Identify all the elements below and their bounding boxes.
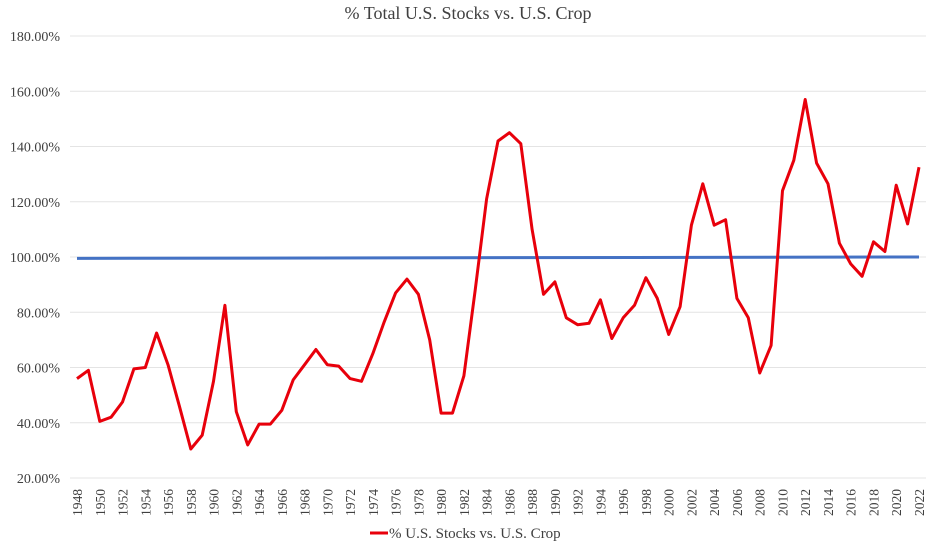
x-tick-label: 1970 <box>320 489 335 516</box>
x-tick-label: 1998 <box>639 489 654 516</box>
y-tick-label: 160.00% <box>10 85 61 100</box>
x-tick-label: 1958 <box>184 489 199 516</box>
x-tick-label: 2002 <box>684 489 699 516</box>
x-tick-label: 2010 <box>775 489 790 516</box>
y-tick-label: 140.00% <box>10 141 61 156</box>
x-tick-label: 1966 <box>275 489 290 516</box>
x-tick-label: 1960 <box>207 489 222 516</box>
x-tick-label: 1992 <box>571 489 586 516</box>
x-tick-label: 1984 <box>480 489 495 516</box>
x-tick-label: 1994 <box>593 489 608 516</box>
x-tick-label: 1964 <box>252 489 267 516</box>
y-tick-label: 100.00% <box>10 251 61 266</box>
x-tick-label: 2018 <box>866 489 881 516</box>
x-tick-label: 1988 <box>525 489 540 516</box>
series-lines <box>76 98 921 451</box>
x-tick-label: 2000 <box>662 489 677 516</box>
y-tick-label: 40.00% <box>17 417 61 432</box>
x-tick-label: 1980 <box>434 489 449 516</box>
x-tick-label: 1956 <box>161 489 176 516</box>
x-tick-label: 1996 <box>616 489 631 516</box>
y-tick-label: 120.00% <box>10 196 61 211</box>
x-tick-label: 1990 <box>548 489 563 516</box>
x-tick-label: 1976 <box>389 489 404 516</box>
chart-title: % Total U.S. Stocks vs. U.S. Crop <box>345 3 592 23</box>
legend: % U.S. Stocks vs. U.S. Crop <box>370 526 561 542</box>
x-tick-label: 2012 <box>798 489 813 516</box>
x-tick-label: 1950 <box>93 489 108 516</box>
x-tick-label: 1986 <box>502 489 517 516</box>
x-tick-label: 2016 <box>844 489 859 516</box>
x-tick-label: 1948 <box>70 489 85 516</box>
x-tick-label: 2008 <box>753 489 768 516</box>
y-tick-label: 60.00% <box>17 362 61 377</box>
x-tick-label: 1952 <box>116 489 131 516</box>
x-tick-label: 1978 <box>411 489 426 516</box>
x-tick-label: 2022 <box>912 489 927 516</box>
series-line-stocks-vs-crop <box>76 98 921 451</box>
x-tick-label: 1962 <box>229 489 244 516</box>
x-tick-label: 2014 <box>821 489 836 516</box>
reference-line <box>76 255 920 260</box>
y-tick-label: 20.00% <box>17 472 61 487</box>
x-tick-label: 1974 <box>366 489 381 516</box>
x-tick-label: 2004 <box>707 489 722 516</box>
legend-label: % U.S. Stocks vs. U.S. Crop <box>389 526 561 542</box>
x-tick-labels: 1948 1950 1952 1954 1956 1958 1960 1962 1964 1966… <box>70 489 927 516</box>
x-tick-label: 2006 <box>730 489 745 516</box>
y-tick-labels: 20.00% 40.00% 60.00% 80.00% 100.00% 120.00% 14… <box>10 30 61 487</box>
x-tick-label: 1972 <box>343 489 358 516</box>
x-tick-label: 2020 <box>889 489 904 516</box>
x-tick-label: 1968 <box>298 489 313 516</box>
x-tick-label: 1954 <box>138 489 153 516</box>
y-tick-label: 80.00% <box>17 306 61 321</box>
y-tick-label: 180.00% <box>10 30 61 45</box>
x-tick-label: 1982 <box>457 489 472 516</box>
